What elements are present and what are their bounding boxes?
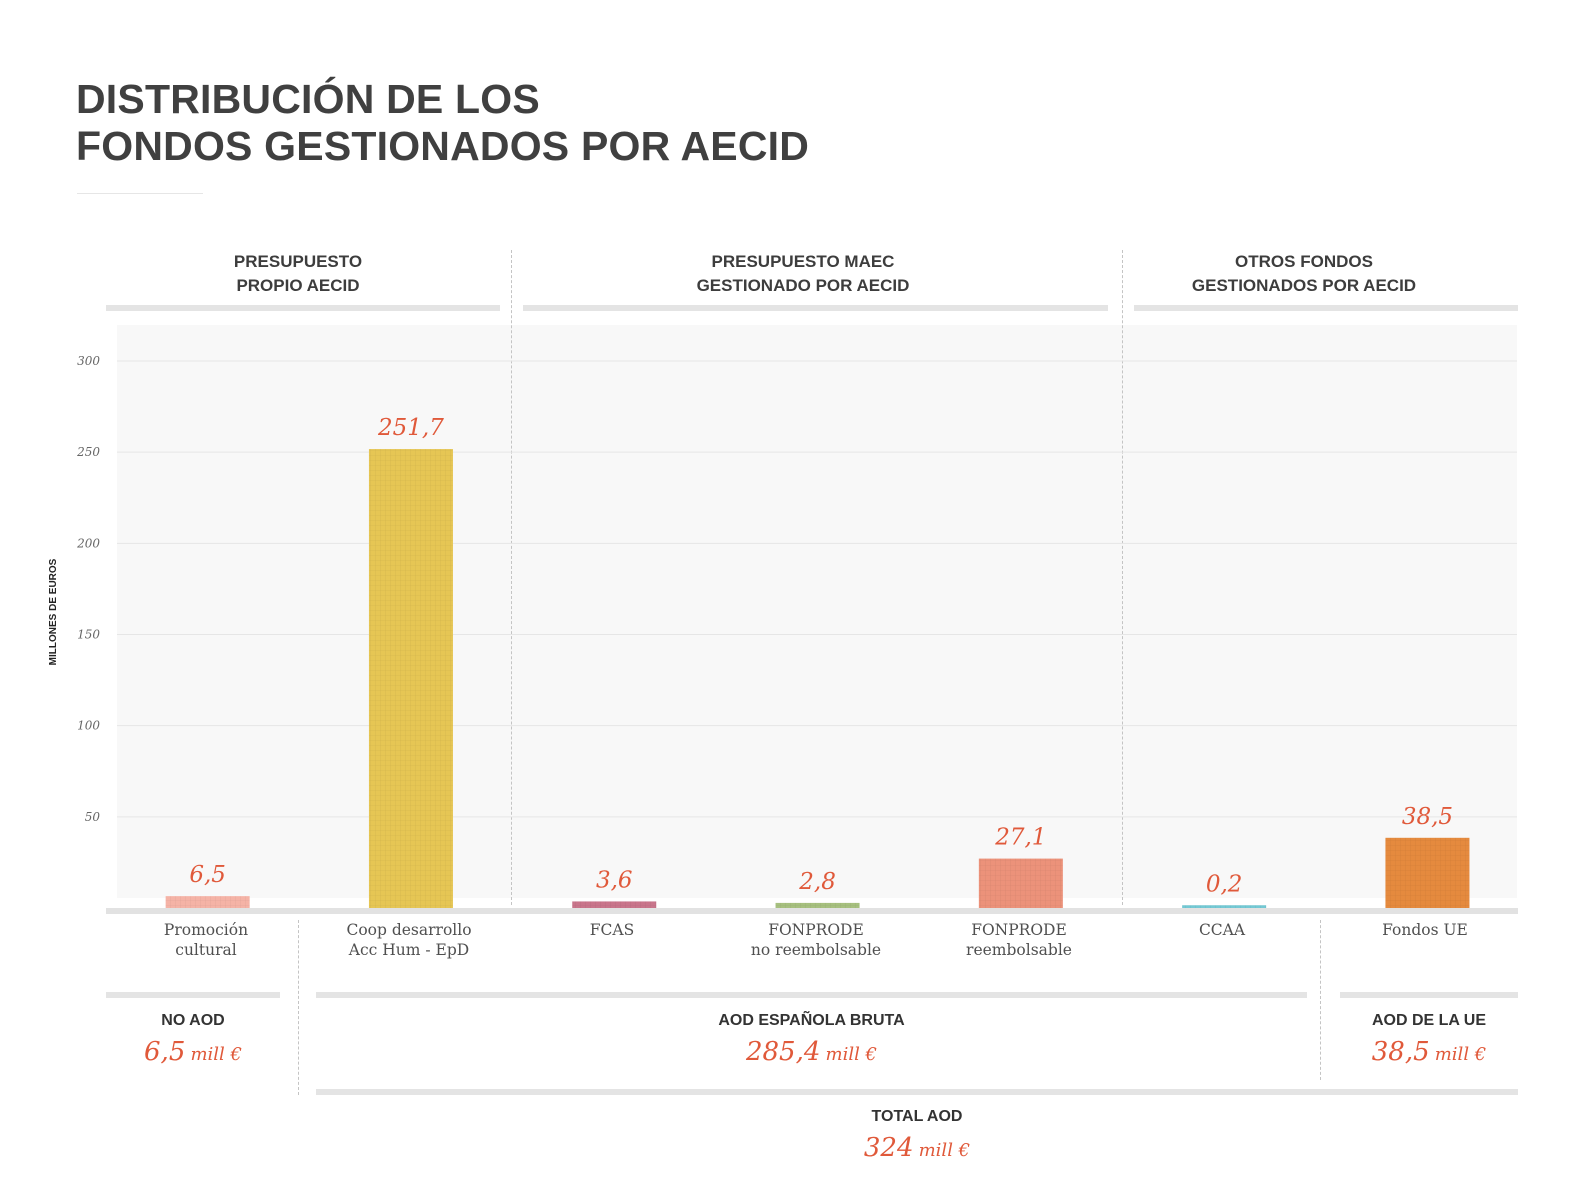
category-label: FONPRODE reembolsable [966, 921, 1072, 959]
bar [1385, 837, 1470, 908]
group-divider [1122, 250, 1123, 905]
group-header-line: OTROS FONDOS [1235, 252, 1373, 271]
aod-ue-value: 38,5 mill € [1371, 1037, 1487, 1067]
category-label: CCAA [1198, 921, 1246, 939]
category-label: Promoción cultural [163, 921, 249, 959]
group-header-line: PRESUPUESTO MAEC [711, 252, 895, 271]
x-axis-baseline [106, 908, 1518, 914]
y-tick-label: 150 [77, 628, 100, 642]
group-underline [1134, 305, 1518, 311]
plot-background [117, 325, 1517, 898]
bar [368, 449, 453, 908]
y-tick-label: 50 [85, 810, 101, 824]
group-header-presupuesto-maec: PRESUPUESTO MAEC GESTIONADO POR AECID [515, 250, 1091, 298]
bar [775, 902, 860, 908]
total-aod-label: TOTAL AOD [871, 1108, 963, 1125]
bar-value-label: 0,2 [1206, 871, 1243, 897]
bar-value-label: 3,6 [596, 867, 633, 893]
group-underline [106, 305, 500, 311]
total-rule [316, 1089, 1518, 1095]
bar [1182, 905, 1267, 908]
group-divider [511, 250, 512, 905]
group-header-line: PRESUPUESTO [233, 252, 363, 271]
y-tick-label: 200 [76, 536, 100, 550]
bar [165, 896, 250, 908]
summary-rule [316, 992, 1307, 998]
summary-divider [1320, 920, 1321, 1080]
group-header-presupuesto-propio: PRESUPUESTO PROPIO AECID [106, 250, 490, 298]
bar-texture [368, 449, 453, 908]
bar-texture [1182, 905, 1267, 908]
bar-value-label: 38,5 [1402, 804, 1453, 830]
bar [978, 858, 1063, 908]
summary-divider [298, 920, 299, 1095]
aod-espanola-label: AOD ESPAÑOLA BRUTA [718, 1012, 905, 1029]
title-underline [77, 193, 203, 194]
bar-texture [775, 902, 860, 908]
group-header-otros-fondos: OTROS FONDOS GESTIONADOS POR AECID [1115, 250, 1493, 298]
y-tick-label: 100 [77, 719, 100, 733]
category-label: Fondos UE [1382, 921, 1468, 939]
group-header-line: GESTIONADOS POR AECID [1191, 276, 1417, 295]
page-title: DISTRIBUCIÓN DE LOS FONDOS GESTIONADOS P… [76, 76, 809, 170]
title-line-2: FONDOS GESTIONADOS POR AECID [76, 123, 810, 169]
y-tick-label: 300 [77, 354, 100, 368]
y-tick-label: 250 [76, 445, 100, 459]
category-label: FCAS [589, 921, 635, 939]
no-aod-value: 6,5 mill € [144, 1037, 242, 1067]
bar-texture [1385, 837, 1470, 908]
bar-texture [978, 858, 1063, 908]
summary-rule [106, 992, 280, 998]
aod-ue-label: AOD DE LA UE [1371, 1012, 1487, 1029]
bar-texture [572, 901, 657, 908]
bar [572, 901, 657, 908]
bar-value-label: 2,8 [798, 869, 836, 895]
category-label: FONPRODE no reembolsable [750, 921, 882, 959]
bar-value-label: 27,1 [994, 825, 1046, 851]
group-header-line: GESTIONADO POR AECID [696, 276, 910, 295]
no-aod-label: NO AOD [161, 1012, 225, 1029]
category-label: Coop desarrollo Acc Hum - EpD [346, 921, 472, 959]
bar-texture [165, 896, 250, 908]
bar-value-label: 6,5 [189, 862, 226, 888]
title-line-1: DISTRIBUCIÓN DE LOS [76, 76, 540, 122]
total-aod-value: 324 mill € [863, 1133, 971, 1163]
bar-value-label: 251,7 [377, 415, 444, 441]
group-header-line: PROPIO AECID [236, 276, 360, 295]
summary-rule [1340, 992, 1518, 998]
aod-espanola-value: 285,4 mill € [745, 1037, 878, 1067]
group-underline [523, 305, 1108, 311]
